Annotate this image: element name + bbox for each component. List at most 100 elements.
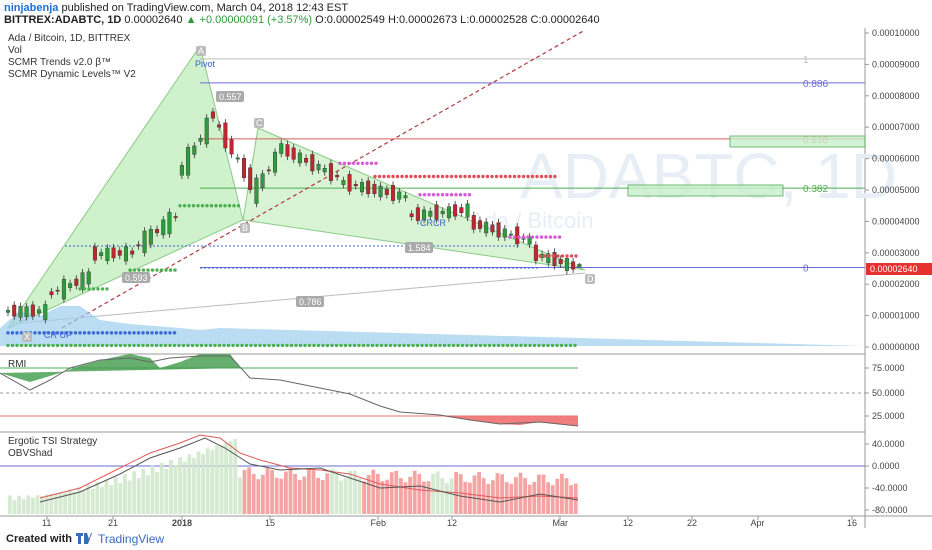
candle-body [409,213,414,217]
level-dot [447,343,451,348]
tsi-bar [100,487,104,514]
level-dot [163,331,168,335]
tsi-bar [380,481,385,514]
candle-body [136,244,141,247]
tsi-bar [399,478,403,514]
chart-svg[interactable]: ADABTC, 1D Ada / Bitcoin 10.8860.6180.38… [0,28,932,528]
price-tick-label: 0.00003000 [872,248,920,258]
level-dot [526,174,530,179]
level-dot [298,343,303,348]
tsi-bar [307,469,311,514]
fib-label: 0.886 [803,79,828,90]
rmi-label[interactable]: RMI [8,359,26,370]
tsi-bar [527,484,532,514]
level-dot [15,331,19,335]
candle-body [515,226,520,245]
candle-body [86,271,91,285]
level-dot [51,343,55,348]
legend-title[interactable]: Ada / Bitcoin, 1D, BITTREX [8,33,131,44]
tsi-bar [564,478,569,514]
time-tick-label: 22 [687,518,697,528]
level-dot [136,331,141,335]
level-dot [429,343,433,348]
level-dot [465,343,469,348]
level-dot [496,343,501,348]
tsi-bar [311,470,316,514]
candle-body [18,306,23,318]
candle-body [564,258,569,271]
candle-body [167,211,172,235]
level-dot [289,343,294,348]
tsi-bar [514,477,518,514]
level-dot [118,331,123,335]
level-dot [240,343,244,348]
level-dot [109,343,114,348]
candle-body [24,306,29,317]
level-dot [551,254,556,258]
level-dot [105,343,109,348]
fib-label: 0.382 [803,184,828,195]
tsi-bar [357,478,362,514]
level-dot [431,174,436,179]
level-dot [178,204,182,208]
ratio-ab: 0.557 [219,92,242,102]
level-dot [483,343,487,348]
level-dot [96,343,100,348]
level-dot [150,343,154,348]
level-dot [132,343,136,348]
tsi-bar [233,439,238,514]
level-dot [427,193,431,197]
obv-label[interactable]: OBVShad [8,448,52,459]
level-dot [141,331,145,335]
level-dot [163,343,168,348]
tradingview-brand[interactable]: TradingView [98,532,165,546]
rmi-tick-label: 50.0000 [872,388,905,398]
level-dot [316,343,321,348]
author-name[interactable]: ninjabenja [4,2,59,14]
tsi-bar [192,457,196,514]
candle-body [74,278,79,286]
level-dot [505,343,510,348]
level-dot [360,161,365,166]
footer: Created with TradingView [0,528,932,550]
candle-body [533,244,538,261]
level-dot [96,331,100,335]
level-dot [338,161,342,166]
level-dot [312,343,316,348]
level-dot [424,343,429,348]
level-dot [530,235,535,239]
price-axis[interactable]: 0.00010000 0.00009000 0.00008000 0.00007000… [865,28,920,352]
tsi-bar [141,468,146,514]
candle-body [496,222,501,238]
candle-body [37,309,42,314]
candle-body [434,204,439,220]
time-axis[interactable]: 11 21 2018 15 Feb 12 Mar 12 22 Apr 16 [42,516,857,528]
level-dot [454,193,458,197]
tsi-bar [224,442,228,514]
tsi-bar [573,483,578,514]
level-dot [150,331,154,335]
candle-body [130,250,135,255]
level-dot [553,174,557,179]
level-dot [451,343,456,348]
level-dot [512,235,517,239]
level-dot [154,331,159,335]
symbol-label[interactable]: BITTREX:ADABTC, 1D [4,14,122,26]
legend-dynamic-levels[interactable]: SCMR Dynamic Levels™ V2 [8,69,136,80]
tsi-bar [412,470,417,514]
candle-body [446,206,451,219]
level-dot [253,343,258,348]
level-dot [512,174,517,179]
level-dot [37,331,42,335]
legend-trends[interactable]: SCMR Trends v2.0 β™ [8,57,111,68]
legend-vol[interactable]: Vol [8,45,22,56]
candle-body [422,209,427,220]
level-dot [460,343,465,348]
tsi-bar [247,467,251,514]
level-dot [55,343,60,348]
level-dot [375,343,379,348]
chart-area[interactable]: ADABTC, 1D Ada / Bitcoin 10.8860.6180.38… [0,28,932,528]
level-dot [458,193,463,197]
tsi-label[interactable]: Ergotic TSI Strategy [8,436,97,447]
level-dot [42,343,46,348]
